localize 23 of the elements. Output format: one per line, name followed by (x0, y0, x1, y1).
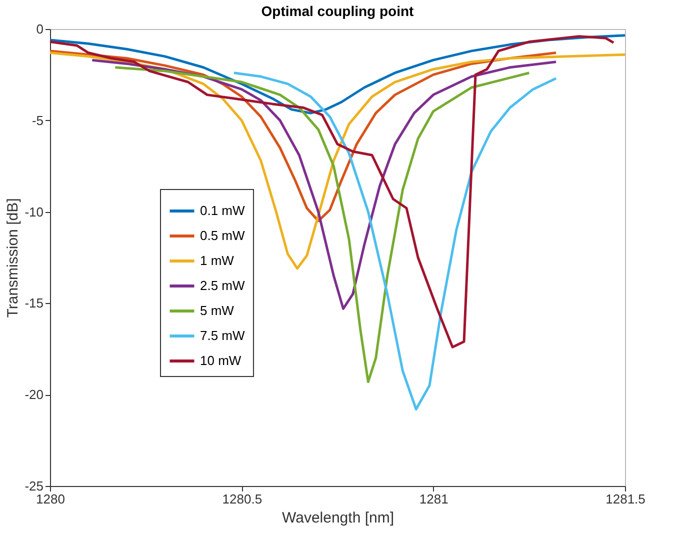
legend-label: 10 mW (200, 353, 242, 368)
legend-label: 2.5 mW (200, 278, 246, 293)
x-tick-label: 1280.5 (222, 492, 262, 506)
line-series (114, 66, 530, 384)
y-tick-label: 0 (36, 22, 44, 36)
y-tick-label: -15 (24, 296, 44, 311)
legend-label: 7.5 mW (200, 328, 246, 343)
legend-label: 1 mW (200, 253, 235, 268)
chart-title: Optimal coupling point (261, 3, 414, 19)
x-tick-label: 1280 (36, 492, 65, 506)
legend-label: 0.1 mW (200, 203, 246, 218)
y-axis-title: Transmission [dB] (4, 198, 22, 318)
legend-label: 0.5 mW (200, 228, 246, 243)
y-tick-label: -25 (24, 478, 44, 494)
legend-label: 5 mW (200, 303, 235, 318)
x-tick-label: 1281.5 (606, 492, 646, 506)
line-series (48, 52, 626, 270)
y-tick-label: -5 (32, 112, 44, 128)
x-tick-label: 1281 (419, 492, 448, 506)
y-tick-label: -10 (24, 204, 44, 220)
line-series (48, 35, 615, 348)
y-tick-label: -20 (24, 387, 44, 402)
x-axis-title: Wavelength [nm] (282, 510, 394, 526)
